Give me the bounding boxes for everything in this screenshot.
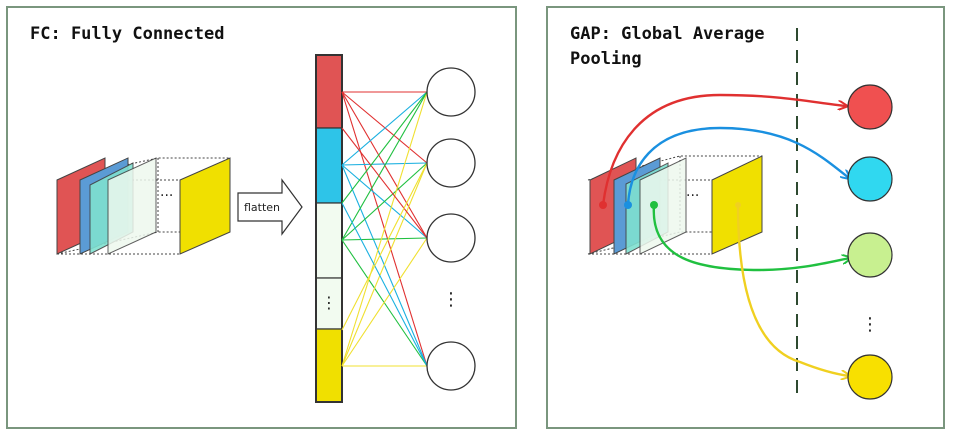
fc-feature-map-pale — [107, 157, 157, 255]
vector-segment-pale-1 — [315, 202, 343, 279]
gap-arrow-blue — [626, 126, 849, 206]
fc-neuron-ellipsis: ⋮ — [442, 289, 460, 310]
flatten-arrow: flatten — [237, 178, 303, 236]
gap-output-yellow — [847, 354, 893, 400]
vector-ellipsis: ⋮ — [321, 293, 337, 312]
fc-neuron-n — [426, 341, 476, 391]
gap-output-ellipsis: ⋮ — [861, 314, 879, 335]
gap-feature-map-pale — [639, 157, 687, 255]
gap-stack-ellipsis: ··· — [686, 188, 699, 204]
gap-panel-title: GAP: Global Average Pooling — [570, 24, 765, 69]
gap-arrows — [601, 93, 850, 376]
fc-feature-map-yellow — [179, 157, 231, 255]
flattened-vector: ⋮ — [315, 54, 343, 403]
vector-segment-yellow — [315, 328, 343, 403]
fc-feature-map-stack: ··· — [56, 157, 231, 255]
fc-connections — [341, 91, 428, 367]
gap-arrow-red — [601, 93, 846, 206]
gap-output-cyan — [847, 156, 893, 202]
fc-neuron-2 — [426, 138, 476, 188]
gap-feature-map-stack: ··· — [587, 155, 763, 255]
gap-output-red — [847, 84, 893, 130]
gap-source-dots — [599, 201, 741, 209]
gap-output-nodes: ⋮ — [847, 84, 893, 400]
flatten-label: flatten — [244, 201, 280, 214]
vector-segment-cyan — [315, 127, 343, 204]
vector-segment-red — [315, 54, 343, 129]
fc-neuron-3 — [426, 213, 476, 263]
gap-arrow-yellow — [736, 204, 849, 376]
gap-arrow-green — [652, 204, 850, 272]
fc-stack-ellipsis: ··· — [160, 188, 173, 204]
gap-output-lightgreen — [847, 232, 893, 278]
fc-output-neurons: ⋮ — [426, 67, 476, 391]
fc-neuron-1 — [426, 67, 476, 117]
fc-panel-title: FC: Fully Connected — [30, 24, 225, 44]
